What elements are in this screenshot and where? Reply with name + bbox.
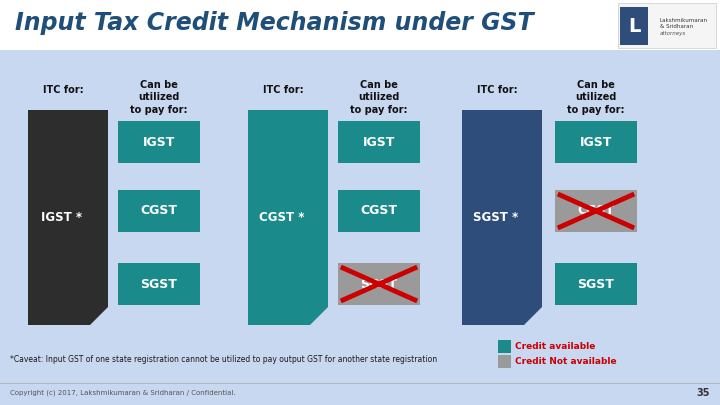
Text: CGST: CGST <box>361 205 397 217</box>
Bar <box>118 190 200 232</box>
Text: 35: 35 <box>696 388 710 398</box>
Text: ITC for:: ITC for: <box>263 85 303 95</box>
Text: CGST *: CGST * <box>259 211 305 224</box>
Text: Can be
utilized
to pay for:: Can be utilized to pay for: <box>350 80 408 115</box>
Text: attorneys: attorneys <box>660 32 686 36</box>
Text: IGST: IGST <box>580 136 612 149</box>
Bar <box>618 3 716 48</box>
Text: IGST *: IGST * <box>42 211 83 224</box>
Text: Copyright (c) 2017, Lakshmikumaran & Sridharan / Confidential.: Copyright (c) 2017, Lakshmikumaran & Sri… <box>10 390 235 396</box>
Text: IGST: IGST <box>143 136 175 149</box>
Bar <box>5 54 715 377</box>
Text: Can be
utilized
to pay for:: Can be utilized to pay for: <box>130 80 188 115</box>
Bar <box>555 190 637 232</box>
Bar <box>338 190 420 232</box>
Bar <box>338 263 420 305</box>
Text: CGST: CGST <box>140 205 178 217</box>
Bar <box>118 263 200 305</box>
Text: ITC for:: ITC for: <box>477 85 517 95</box>
Text: SGST: SGST <box>140 277 177 290</box>
Text: Lakshmikumaran: Lakshmikumaran <box>660 17 708 23</box>
Bar <box>0 0 720 50</box>
Text: Credit available: Credit available <box>515 342 595 351</box>
Text: Can be
utilized
to pay for:: Can be utilized to pay for: <box>567 80 625 115</box>
Text: L: L <box>628 17 640 36</box>
Text: SGST: SGST <box>361 277 397 290</box>
Text: Credit Not available: Credit Not available <box>515 357 616 366</box>
Polygon shape <box>462 110 542 325</box>
Bar <box>118 121 200 163</box>
Polygon shape <box>28 110 108 325</box>
Bar <box>498 340 511 353</box>
Bar <box>498 355 511 368</box>
Text: & Sridharan: & Sridharan <box>660 24 693 30</box>
Text: ITC for:: ITC for: <box>42 85 84 95</box>
Bar <box>338 121 420 163</box>
Bar <box>555 263 637 305</box>
Bar <box>555 121 637 163</box>
Text: SGST: SGST <box>577 277 614 290</box>
Text: SGST *: SGST * <box>473 211 518 224</box>
Text: CGST: CGST <box>577 205 614 217</box>
Text: *Caveat: Input GST of one state registration cannot be utilized to pay output GS: *Caveat: Input GST of one state registra… <box>10 354 437 364</box>
Bar <box>620 7 648 45</box>
Polygon shape <box>248 110 328 325</box>
Text: Input Tax Credit Mechanism under GST: Input Tax Credit Mechanism under GST <box>15 11 534 35</box>
Text: IGST: IGST <box>363 136 395 149</box>
